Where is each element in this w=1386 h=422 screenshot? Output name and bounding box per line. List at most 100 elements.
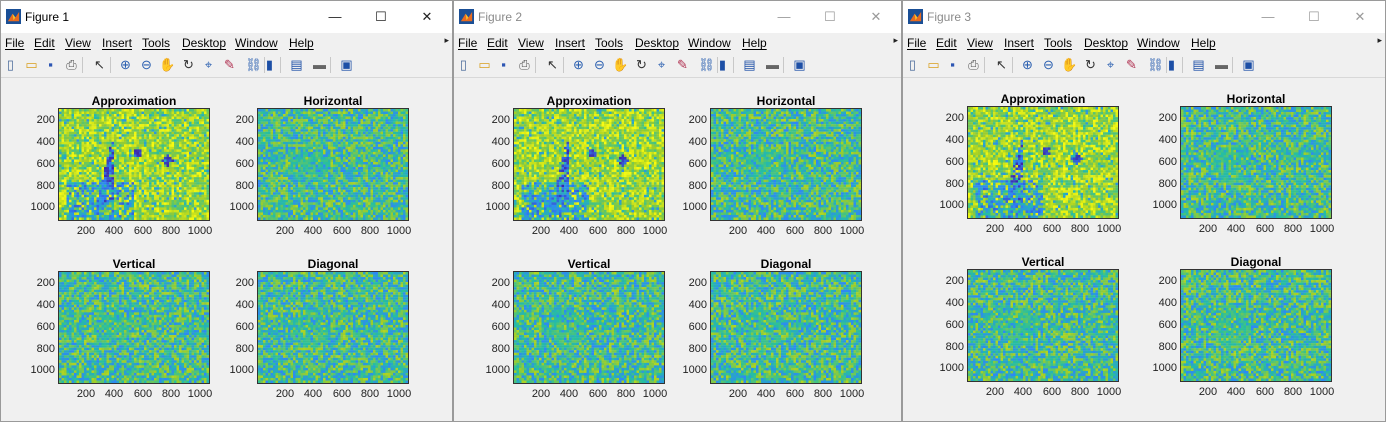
axes-approximation[interactable] <box>58 108 210 221</box>
colorbar-icon[interactable]: ▮ <box>1163 56 1180 73</box>
menu-window[interactable]: Window <box>688 36 731 50</box>
zoom-in-icon[interactable]: ⊕ <box>117 56 134 73</box>
minimize-button[interactable]: — <box>1245 1 1291 33</box>
close-button[interactable]: ✕ <box>1337 1 1383 33</box>
legend-icon[interactable]: ▤ <box>1190 56 1207 73</box>
brush-icon[interactable]: ✎ <box>674 56 691 73</box>
new-file-icon[interactable]: ▯ <box>455 56 472 73</box>
title-bar[interactable]: Figure 1 — ☐ ✕ <box>1 1 452 33</box>
menu-file[interactable]: File <box>458 36 477 50</box>
print-icon[interactable]: ⎙ <box>516 56 533 73</box>
new-file-icon[interactable]: ▯ <box>2 56 19 73</box>
menu-view[interactable]: View <box>518 36 544 50</box>
axes-diagonal[interactable] <box>710 271 862 384</box>
pointer-icon[interactable]: ↖ <box>993 56 1010 73</box>
legend-icon[interactable]: ▤ <box>288 56 305 73</box>
pan-icon[interactable]: ✋ <box>612 56 629 73</box>
axes-diagonal[interactable] <box>257 271 409 384</box>
new-file-icon[interactable]: ▯ <box>904 56 921 73</box>
menu-overflow-arrow-icon[interactable]: ▸ <box>893 35 898 46</box>
open-folder-icon[interactable]: ▭ <box>476 56 493 73</box>
axes-approximation[interactable] <box>513 108 665 221</box>
pan-icon[interactable]: ✋ <box>1061 56 1078 73</box>
axes-horizontal[interactable] <box>710 108 862 221</box>
menu-desktop[interactable]: Desktop <box>1084 36 1128 50</box>
data-cursor-icon[interactable]: ⌖ <box>200 56 217 73</box>
brush-icon[interactable]: ✎ <box>1123 56 1140 73</box>
menu-edit[interactable]: Edit <box>936 36 957 50</box>
maximize-button[interactable]: ☐ <box>807 1 853 33</box>
show-plot-tools-icon[interactable]: ▣ <box>1240 56 1257 73</box>
menu-tools[interactable]: Tools <box>142 36 170 50</box>
axes-approximation[interactable] <box>967 106 1119 219</box>
menu-window[interactable]: Window <box>235 36 278 50</box>
maximize-button[interactable]: ☐ <box>1291 1 1337 33</box>
zoom-in-icon[interactable]: ⊕ <box>1019 56 1036 73</box>
title-bar[interactable]: Figure 2 — ☐ ✕ <box>454 1 901 33</box>
menu-tools[interactable]: Tools <box>1044 36 1072 50</box>
pointer-icon[interactable]: ↖ <box>544 56 561 73</box>
figure-window-1[interactable]: Figure 1 — ☐ ✕ File Edit View Insert Tools Deskto… <box>0 0 453 422</box>
print-icon[interactable]: ⎙ <box>63 56 80 73</box>
menu-insert[interactable]: Insert <box>102 36 132 50</box>
menu-file[interactable]: File <box>5 36 24 50</box>
menu-overflow-arrow-icon[interactable]: ▸ <box>1377 35 1382 46</box>
menu-tools[interactable]: Tools <box>595 36 623 50</box>
menu-overflow-arrow-icon[interactable]: ▸ <box>444 35 449 46</box>
zoom-out-icon[interactable]: ⊖ <box>591 56 608 73</box>
pointer-icon[interactable]: ↖ <box>91 56 108 73</box>
brush-icon[interactable]: ✎ <box>221 56 238 73</box>
menu-edit[interactable]: Edit <box>487 36 508 50</box>
menu-desktop[interactable]: Desktop <box>635 36 679 50</box>
save-icon[interactable]: ▪ <box>42 56 59 73</box>
print-icon[interactable]: ⎙ <box>965 56 982 73</box>
colorbar-icon[interactable]: ▮ <box>261 56 278 73</box>
rotate-3d-icon[interactable]: ↻ <box>1082 56 1099 73</box>
close-button[interactable]: ✕ <box>853 1 899 33</box>
rotate-3d-icon[interactable]: ↻ <box>633 56 650 73</box>
menu-help[interactable]: Help <box>1191 36 1216 50</box>
axes-horizontal[interactable] <box>1180 106 1332 219</box>
show-plot-tools-icon[interactable]: ▣ <box>338 56 355 73</box>
figure-window-2[interactable]: Figure 2 — ☐ ✕ File Edit View Insert Tools Deskto… <box>453 0 902 422</box>
menu-edit[interactable]: Edit <box>34 36 55 50</box>
zoom-in-icon[interactable]: ⊕ <box>570 56 587 73</box>
axes-diagonal[interactable] <box>1180 269 1332 382</box>
show-plot-tools-icon[interactable]: ▣ <box>791 56 808 73</box>
menu-view[interactable]: View <box>967 36 993 50</box>
colorbar-icon[interactable]: ▮ <box>714 56 731 73</box>
maximize-button[interactable]: ☐ <box>358 1 404 33</box>
link-plot-icon[interactable]: ⛓ <box>698 56 715 73</box>
open-folder-icon[interactable]: ▭ <box>23 56 40 73</box>
axes-horizontal[interactable] <box>257 108 409 221</box>
minimize-button[interactable]: — <box>312 1 358 33</box>
pan-icon[interactable]: ✋ <box>159 56 176 73</box>
menu-view[interactable]: View <box>65 36 91 50</box>
zoom-out-icon[interactable]: ⊖ <box>1040 56 1057 73</box>
axes-vertical[interactable] <box>513 271 665 384</box>
menu-desktop[interactable]: Desktop <box>182 36 226 50</box>
figure-window-3[interactable]: Figure 3 — ☐ ✕ File Edit View Insert Tools Deskto… <box>902 0 1386 422</box>
title-bar[interactable]: Figure 3 — ☐ ✕ <box>903 1 1385 33</box>
hide-plot-tools-icon[interactable]: ▬ <box>1213 56 1230 73</box>
hide-plot-tools-icon[interactable]: ▬ <box>764 56 781 73</box>
data-cursor-icon[interactable]: ⌖ <box>653 56 670 73</box>
hide-plot-tools-icon[interactable]: ▬ <box>311 56 328 73</box>
link-plot-icon[interactable]: ⛓ <box>245 56 262 73</box>
menu-insert[interactable]: Insert <box>1004 36 1034 50</box>
save-icon[interactable]: ▪ <box>944 56 961 73</box>
close-button[interactable]: ✕ <box>404 1 450 33</box>
axes-vertical[interactable] <box>967 269 1119 382</box>
rotate-3d-icon[interactable]: ↻ <box>180 56 197 73</box>
menu-insert[interactable]: Insert <box>555 36 585 50</box>
open-folder-icon[interactable]: ▭ <box>925 56 942 73</box>
link-plot-icon[interactable]: ⛓ <box>1147 56 1164 73</box>
menu-file[interactable]: File <box>907 36 926 50</box>
data-cursor-icon[interactable]: ⌖ <box>1102 56 1119 73</box>
menu-help[interactable]: Help <box>742 36 767 50</box>
legend-icon[interactable]: ▤ <box>741 56 758 73</box>
axes-vertical[interactable] <box>58 271 210 384</box>
save-icon[interactable]: ▪ <box>495 56 512 73</box>
menu-help[interactable]: Help <box>289 36 314 50</box>
menu-window[interactable]: Window <box>1137 36 1180 50</box>
